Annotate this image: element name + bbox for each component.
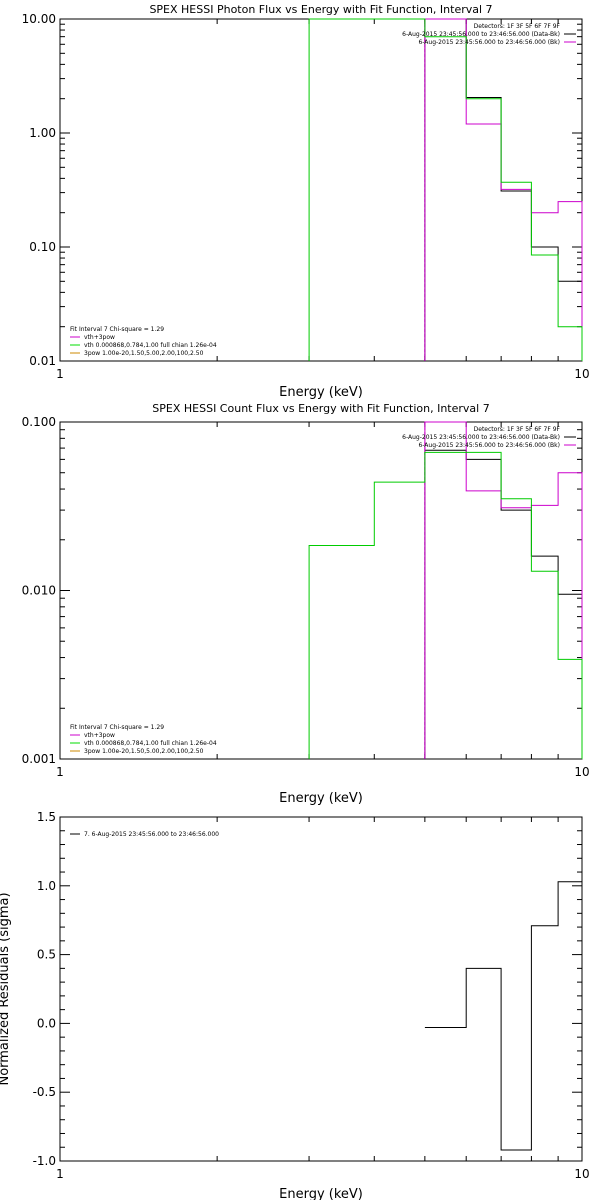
x-tick-label: 1 (56, 367, 64, 381)
fit-legend-entry: vth 0.000868,0.784,1.00 full chian 1.26e… (84, 342, 217, 349)
y-tick-label: 0.100 (22, 415, 56, 429)
fit-legend-entry: 3pow 1.00e-20,1.50,5.00,2.00,100,2.50 (84, 748, 204, 755)
legend-entry: 6-Aug-2015 23:45:56.000 to 23:46:56.000 … (418, 39, 560, 46)
fit-legend-entry: Fit Interval 7 Chi-square = 1.29 (70, 326, 164, 333)
legend-entry: 6-Aug-2015 23:45:56.000 to 23:46:56.000 … (402, 434, 560, 441)
series-bk (424, 421, 583, 759)
y-tick-label: 1.0 (37, 879, 56, 893)
y-tick-label: 0.001 (22, 752, 56, 766)
fit-legend-entry: vth+3pow (84, 334, 115, 341)
x-tick-label: 1 (56, 1167, 64, 1181)
series-bk (424, 18, 583, 361)
y-tick-label: 1.00 (29, 126, 56, 140)
fit-legend: Fit Interval 7 Chi-square = 1.29vth+3pow… (70, 724, 217, 755)
chart-title: SPEX HESSI Count Flux vs Energy with Fit… (152, 402, 489, 415)
fit-legend-entry: 3pow 1.00e-20,1.50,5.00,2.00,100,2.50 (84, 350, 204, 357)
y-tick-label: 0.0 (37, 1016, 56, 1030)
y-tick-label: 10.00 (22, 12, 56, 26)
y-tick-label: -1.0 (33, 1154, 56, 1168)
legend: Detectors: 1F 3F 5F 6F 7F 9F6-Aug-2015 2… (402, 23, 576, 46)
plot-frame (59, 421, 583, 760)
x-tick-label: 10 (574, 367, 589, 381)
fit-legend-entry: vth+3pow (84, 732, 115, 739)
y-tick-label: 0.5 (37, 948, 56, 962)
x-tick-label: 10 (574, 1167, 589, 1181)
y-tick-label: 0.01 (29, 354, 56, 368)
x-axis-label: Energy (keV) (279, 1187, 363, 1200)
legend-entry: 6-Aug-2015 23:45:56.000 to 23:46:56.000 … (418, 442, 560, 449)
y-tick-label: 1.5 (37, 810, 56, 824)
legend: Detectors: 1F 3F 5F 6F 7F 9F6-Aug-2015 2… (402, 426, 576, 449)
x-tick-label: 1 (56, 765, 64, 779)
chart-title: SPEX HESSI Photon Flux vs Energy with Fi… (149, 3, 492, 16)
panel-3: Energy (keV) Normalized Residuals (sigma)… (0, 810, 590, 1200)
panel-2: SPEX HESSI Count Flux vs Energy with Fit… (22, 402, 590, 806)
fit-legend-entry: Fit Interval 7 Chi-square = 1.29 (70, 724, 164, 731)
y-axis-label: Normalized Residuals (sigma) (0, 892, 12, 1085)
legend-entry: 7. 6-Aug-2015 23:45:56.000 to 23:46:56.0… (84, 831, 219, 838)
legend-entry: Detectors: 1F 3F 5F 6F 7F 9F (474, 23, 561, 30)
series-vth-3pow (308, 18, 583, 361)
legend-entry: 6-Aug-2015 23:45:56.000 to 23:46:56.000 … (402, 31, 560, 38)
y-tick-label: -0.5 (33, 1085, 56, 1099)
x-axis-label: Energy (keV) (279, 385, 363, 400)
series-data-bk (424, 449, 583, 759)
plot-frame (59, 816, 583, 1162)
series-vth-3pow (308, 451, 583, 759)
series-residuals (424, 881, 582, 1151)
legend-entry: Detectors: 1F 3F 5F 6F 7F 9F (474, 426, 561, 433)
fit-legend: Fit Interval 7 Chi-square = 1.29vth+3pow… (70, 326, 217, 357)
x-tick-label: 10 (574, 765, 589, 779)
plot-frame (59, 18, 583, 362)
legend: 7. 6-Aug-2015 23:45:56.000 to 23:46:56.0… (70, 831, 219, 838)
fit-legend-entry: vth 0.000868,0.784,1.00 full chian 1.26e… (84, 740, 217, 747)
x-axis-label: Energy (keV) (279, 791, 363, 806)
panel-1: SPEX HESSI Photon Flux vs Energy with Fi… (22, 3, 590, 400)
y-tick-label: 0.10 (29, 240, 56, 254)
y-tick-label: 0.010 (22, 584, 56, 598)
